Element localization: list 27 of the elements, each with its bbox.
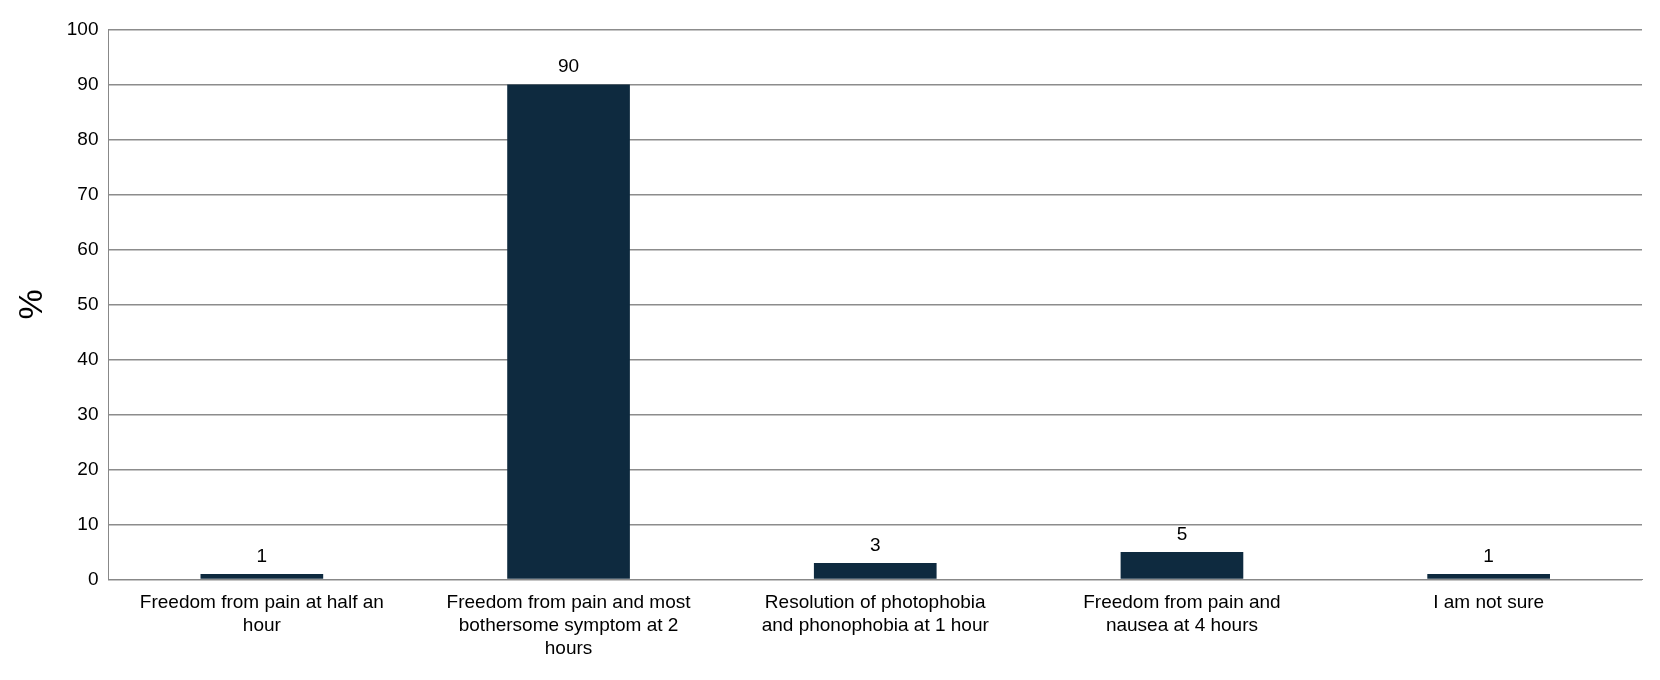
x-tick-label: Freedom from pain and nausea at 4 hours [1083,591,1281,636]
y-tick-label: 40 [77,347,99,369]
y-tick-label: 30 [77,402,99,424]
x-tick-label: Resolution of photophobia and phonophobia at 1 hour [761,591,990,636]
y-tick-label: 60 [77,237,99,259]
y-tick-label: 20 [77,457,99,479]
y-tick-label: 100 [66,17,99,39]
y-tick-label: 0 [87,567,99,589]
bar [1427,574,1550,579]
data-label: 1 [256,544,268,566]
x-tick-label: Freedom from pain and most bothersome symptom at 2 hours [446,591,692,658]
data-label: 3 [869,533,881,555]
x-tick-label: Freedom from pain at half an hour [139,591,384,636]
y-tick-label: 50 [77,292,99,314]
y-axis-title: % [10,289,49,320]
y-tick-label: 80 [77,127,99,149]
x-tick-label: I am not sure [1433,591,1545,613]
bar [813,563,937,579]
bar [1120,552,1244,579]
bar [200,574,324,579]
data-label: 5 [1176,522,1188,544]
bar [507,84,630,579]
y-tick-label: 90 [77,72,99,94]
data-label: 1 [1483,544,1494,566]
y-tick-label: 10 [77,512,99,534]
data-label: 90 [557,55,580,77]
y-tick-label: 70 [77,182,99,204]
